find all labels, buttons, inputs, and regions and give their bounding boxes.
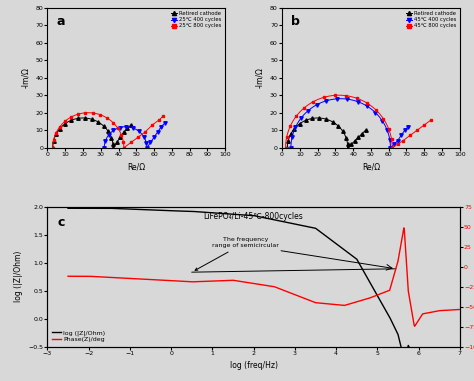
X-axis label: Re/Ω: Re/Ω	[127, 162, 146, 171]
Phase(Z)/deg	[457, 307, 463, 312]
Phase(Z)/deg	[315, 301, 320, 305]
Legend: log (|Z|/Ohm), Phase(Z)/deg: log (|Z|/Ohm), Phase(Z)/deg	[51, 328, 106, 344]
Text: LiFePO₄/Li-45℃-800cycles: LiFePO₄/Li-45℃-800cycles	[204, 212, 303, 221]
log (|Z|/Ohm)	[315, 227, 320, 232]
Phase(Z)/deg	[89, 274, 95, 279]
log (|Z|/Ohm)	[303, 224, 309, 229]
log (|Z|/Ohm)	[362, 272, 368, 276]
Phase(Z)/deg	[362, 297, 368, 302]
log (|Z|/Ohm)	[457, 346, 463, 351]
Phase(Z)/deg	[412, 324, 418, 328]
Legend: Retired cathode, 25℃ 400 cycles, 25℃ 800 cycles: Retired cathode, 25℃ 400 cycles, 25℃ 800…	[170, 10, 222, 29]
Phase(Z)/deg	[401, 226, 407, 230]
X-axis label: Re/Ω: Re/Ω	[362, 162, 380, 171]
Text: The frequency
range of semicircular: The frequency range of semicircular	[195, 237, 279, 270]
log (|Z|/Ohm)	[401, 356, 407, 361]
Text: a: a	[56, 14, 65, 28]
Phase(Z)/deg	[65, 274, 71, 279]
log (|Z|/Ohm)	[65, 206, 71, 211]
Text: c: c	[58, 216, 65, 229]
log (|Z|/Ohm)	[292, 222, 298, 226]
Phase(Z)/deg	[303, 297, 309, 301]
Phase(Z)/deg	[292, 293, 298, 297]
Y-axis label: log (|Z|/Ohm): log (|Z|/Ohm)	[14, 251, 23, 303]
Y-axis label: -Im/Ω: -Im/Ω	[21, 67, 30, 88]
Line: Phase(Z)/deg: Phase(Z)/deg	[68, 228, 460, 326]
Phase(Z)/deg	[403, 251, 409, 256]
X-axis label: log (freq/Hz): log (freq/Hz)	[229, 362, 278, 370]
Y-axis label: -Im/Ω: -Im/Ω	[255, 67, 264, 88]
log (|Z|/Ohm)	[89, 206, 95, 211]
Text: b: b	[291, 14, 300, 28]
log (|Z|/Ohm)	[403, 351, 409, 356]
Line: log (|Z|/Ohm): log (|Z|/Ohm)	[68, 208, 460, 359]
Legend: Retired cathode, 45℃ 400 cycles, 45℃ 800 cycles: Retired cathode, 45℃ 400 cycles, 45℃ 800…	[405, 10, 457, 29]
